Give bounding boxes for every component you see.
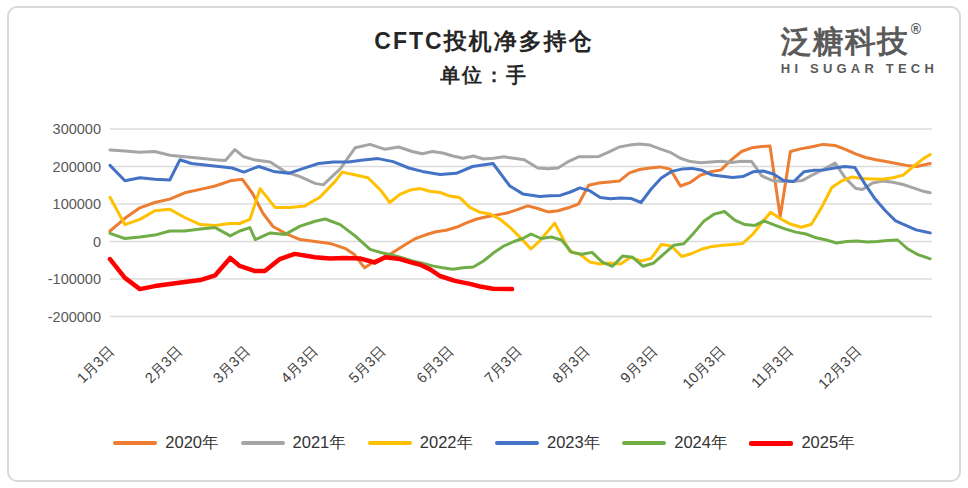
legend-swatch [622, 441, 666, 445]
legend-label: 2023年 [547, 432, 600, 454]
x-axis-tick-label: 9月3日 [617, 343, 660, 386]
x-axis-tick-label: 4月3日 [278, 343, 321, 386]
legend-swatch [495, 441, 539, 445]
chart-canvas: 300000 200000 100000 0 -100000 -200000 1月3日 2月3… [0, 0, 968, 488]
legend-swatch [113, 441, 157, 445]
series-line-2023年 [110, 159, 930, 233]
legend-label: 2024年 [674, 432, 727, 454]
legend-item: 2024年 [622, 432, 727, 454]
x-axis-tick-label: 12月3日 [815, 343, 864, 392]
legend-label: 2025年 [801, 432, 854, 454]
x-axis-tick-label: 10月3日 [679, 343, 728, 392]
x-axis-tick-label: 11月3日 [748, 343, 796, 391]
legend: 2020年 2021年 2022年 2023年 2024年 2025年 [0, 428, 968, 458]
x-axis-tick-label: 6月3日 [413, 343, 456, 386]
y-axis-tick-label: 300000 [53, 121, 101, 137]
x-axis-tick-label: 2月3日 [142, 343, 185, 386]
legend-item: 2021年 [241, 432, 346, 454]
legend-item: 2025年 [749, 432, 854, 454]
y-axis-tick-label: -200000 [48, 309, 101, 325]
legend-item: 2023年 [495, 432, 600, 454]
legend-swatch [749, 441, 793, 446]
legend-item: 2022年 [368, 432, 473, 454]
y-axis-tick-label: 0 [93, 234, 101, 250]
x-axis-tick-label: 7月3日 [481, 343, 524, 386]
legend-label: 2022年 [420, 432, 473, 454]
series-line-2025年 [110, 254, 512, 289]
y-axis-tick-label: -100000 [48, 271, 101, 287]
legend-label: 2021年 [293, 432, 346, 454]
legend-swatch [241, 441, 285, 445]
y-axis-tick-label: 200000 [53, 159, 101, 175]
x-axis-tick-label: 3月3日 [210, 343, 253, 386]
y-axis-tick-label: 100000 [53, 196, 101, 212]
x-axis-tick-label: 8月3日 [549, 343, 592, 386]
series-line-2020年 [110, 144, 930, 267]
x-axis-tick-label: 5月3日 [345, 343, 388, 386]
x-axis-tick-label: 1月3日 [74, 343, 117, 386]
legend-swatch [368, 441, 412, 445]
legend-label: 2020年 [165, 432, 218, 454]
legend-item: 2020年 [113, 432, 218, 454]
